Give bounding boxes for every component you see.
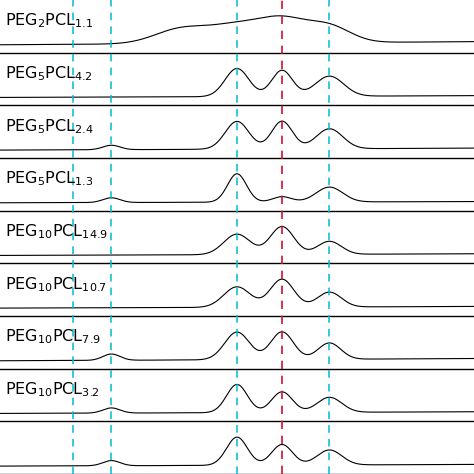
Text: $\mathrm{PEG}_{10}\mathrm{PCL}_{14.9}$: $\mathrm{PEG}_{10}\mathrm{PCL}_{14.9}$ xyxy=(5,222,108,241)
Text: $\mathrm{PEG}_{10}\mathrm{PCL}_{3.2}$: $\mathrm{PEG}_{10}\mathrm{PCL}_{3.2}$ xyxy=(5,380,100,399)
Text: $\mathrm{PEG}_{10}\mathrm{PCL}_{10.7}$: $\mathrm{PEG}_{10}\mathrm{PCL}_{10.7}$ xyxy=(5,275,107,293)
Text: $\mathrm{PEG}_{5}\mathrm{PCL}_{1.3}$: $\mathrm{PEG}_{5}\mathrm{PCL}_{1.3}$ xyxy=(5,170,93,188)
Text: $\mathrm{PEG}_{10}\mathrm{PCL}_{7.9}$: $\mathrm{PEG}_{10}\mathrm{PCL}_{7.9}$ xyxy=(5,328,100,346)
Text: $\mathrm{PEG}_{2}\mathrm{PCL}_{1.1}$: $\mathrm{PEG}_{2}\mathrm{PCL}_{1.1}$ xyxy=(5,11,93,30)
Text: $\mathrm{PEG}_{5}\mathrm{PCL}_{4.2}$: $\mathrm{PEG}_{5}\mathrm{PCL}_{4.2}$ xyxy=(5,64,92,83)
Text: $\mathrm{PEG}_{5}\mathrm{PCL}_{2.4}$: $\mathrm{PEG}_{5}\mathrm{PCL}_{2.4}$ xyxy=(5,117,94,136)
